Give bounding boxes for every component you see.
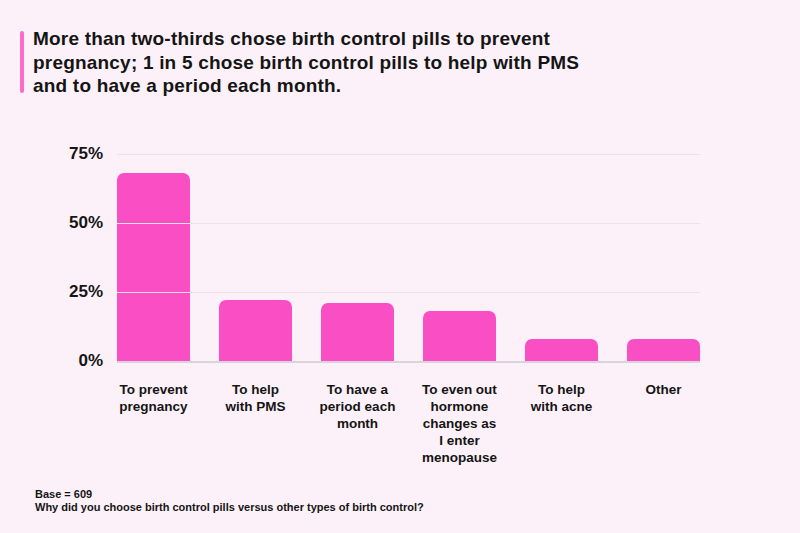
- y-tick-50: 50%: [0, 213, 103, 233]
- bar-to-prevent-pregnancy: [117, 173, 190, 361]
- bar-to-have-a-period-each-month: [321, 303, 394, 361]
- x-label-other: Other: [645, 381, 681, 398]
- x-label-to-prevent-pregnancy: To prevent pregnancy: [119, 381, 187, 415]
- base-note: Base = 609: [35, 488, 424, 501]
- infographic-page: More than two-thirds chose birth control…: [0, 0, 800, 533]
- gridline-25: [117, 292, 700, 293]
- gridline-75: [117, 154, 700, 155]
- y-tick-75: 75%: [0, 144, 103, 164]
- footnote: Base = 609 Why did you choose birth cont…: [35, 488, 424, 514]
- x-axis: To prevent pregnancy To help with PMS To h…: [117, 361, 700, 481]
- plot-area: [117, 154, 700, 363]
- title-accent-bar: [20, 31, 24, 93]
- bar-to-help-with-acne: [525, 339, 598, 361]
- gridline-50: [117, 223, 700, 224]
- bar-chart: To prevent pregnancy To help with PMS To h…: [0, 154, 800, 484]
- chart-headline: More than two-thirds chose birth control…: [33, 27, 579, 98]
- y-tick-0: 0%: [0, 351, 103, 371]
- survey-question: Why did you choose birth control pills v…: [35, 501, 424, 514]
- bar-to-help-with-pms: [219, 300, 292, 361]
- x-label-to-even-out-hormone-changes-as-i-enter-menopause: To even out hormone changes as I enter m…: [422, 381, 497, 466]
- x-label-to-help-with-pms: To help with PMS: [226, 381, 286, 415]
- y-tick-25: 25%: [0, 282, 103, 302]
- x-label-to-help-with-acne: To help with acne: [531, 381, 593, 415]
- x-label-to-have-a-period-each-month: To have a period each month: [320, 381, 396, 432]
- bar-other: [627, 339, 700, 361]
- bar-to-even-out-hormone-changes-as-i-enter-menopause: [423, 311, 496, 361]
